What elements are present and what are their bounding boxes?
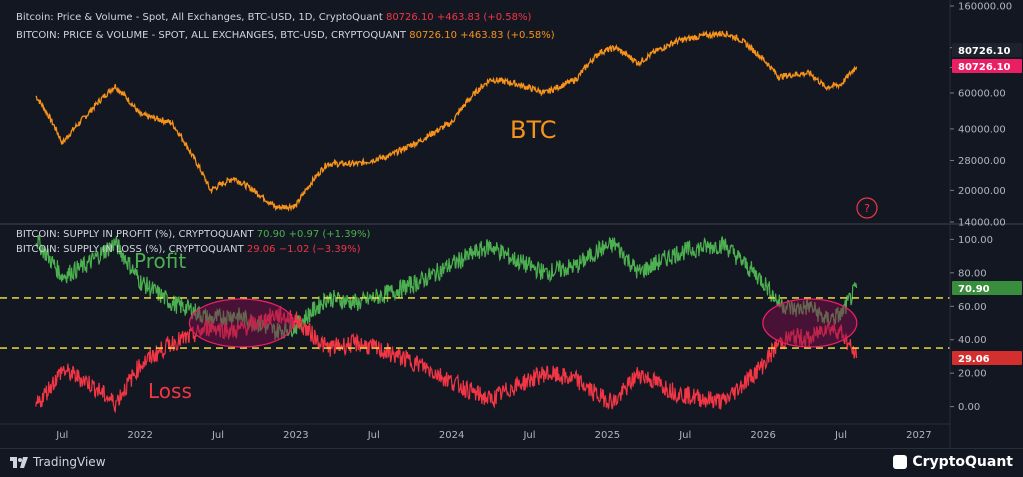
x-tick-label: Jul [678,430,691,441]
price-tag-upper-b-bg [952,59,1022,73]
profit-legend-value: 70.90 [256,229,286,240]
btc-annotation: BTC [510,116,556,144]
lower-y-tick-label: 80.00 [958,268,987,279]
price-tag-upper-b: 80726.10 [958,62,1011,73]
highlight-ellipse-2026 [762,298,858,348]
lower-y-tick-label: 100.00 [958,235,993,246]
tradingview-logo-icon [10,456,28,468]
upper-y-tick-label: 60000.00 [958,88,1006,99]
price-tag-loss-bg [952,351,1022,366]
lower-legend-loss: BITCOIN: SUPPLY IN LOSS (%), CRYPTOQUANT… [16,244,360,256]
loss-legend-change: −1.02 (−3.39%) [278,244,361,255]
btc-price-line [35,29,858,212]
upper-legend-line1: Bitcoin: Price & Volume - Spot, All Exch… [16,12,531,24]
footer-bar: TradingView CryptoQuant [0,448,1023,477]
x-tick-label: Jul [522,430,535,441]
x-tick-label: 2023 [283,430,308,441]
tradingview-brand[interactable]: TradingView [10,455,106,469]
cryptoquant-logo-icon [893,455,908,469]
price-tag-upper-a: 80726.10 [958,46,1011,57]
price-tag-profit-bg [952,281,1022,296]
x-tick-label: 2025 [595,430,620,441]
x-tick-label: Jul [55,430,68,441]
lower-legend-profit: BITCOIN: SUPPLY IN PROFIT (%), CRYPTOQUA… [16,229,370,241]
tradingview-label: TradingView [33,455,106,469]
x-tick-label: Jul [211,430,224,441]
loss-annotation: Loss [148,379,192,403]
question-icon-glyph: ? [864,202,870,215]
x-tick-label: 2022 [127,430,152,441]
upper-y-tick-label: 14000.00 [958,218,1006,229]
highlight-ellipse-2022 [188,298,295,348]
price-tag-loss: 29.06 [958,354,990,365]
upper-legend-price: 80726.10 [385,12,434,23]
upper-y-tick-label: 40000.00 [958,124,1006,135]
cryptoquant-label: CryptoQuant [912,454,1013,470]
loss-legend-title: BITCOIN: SUPPLY IN LOSS (%), CRYPTOQUANT [16,244,244,255]
upper-legend-price-2: 80726.10 [409,30,457,41]
profit-legend-title: BITCOIN: SUPPLY IN PROFIT (%), CRYPTOQUA… [16,229,254,240]
x-tick-label: 2026 [750,430,775,441]
upper-legend-change-2: +463.83 (+0.58%) [460,30,555,41]
x-tick-label: Jul [367,430,380,441]
price-tag-profit: 70.90 [958,284,990,295]
question-icon [856,197,878,219]
upper-legend-change: +463.83 (+0.58%) [436,12,532,23]
upper-legend-title: Bitcoin: Price & Volume - Spot, All Exch… [16,12,383,23]
lower-y-tick-label: 40.00 [958,335,987,346]
upper-legend-line2: BITCOIN: PRICE & VOLUME - SPOT, ALL EXCH… [16,30,555,42]
lower-y-tick-label: 60.00 [958,302,987,313]
profit-legend-change: +0.97 (+1.39%) [288,229,371,240]
x-tick-label: 2027 [906,430,931,441]
lower-y-tick-label: 0.00 [958,402,980,413]
lower-y-tick-label: 20.00 [958,369,987,380]
upper-y-tick-label: 28000.00 [958,156,1006,167]
x-tick-label: Jul [834,430,847,441]
upper-y-tick-label: 20000.00 [958,186,1006,197]
profit-annotation: Profit [134,249,186,273]
supply-in-profit-line [35,234,858,340]
loss-legend-value: 29.06 [246,244,276,255]
price-tag-upper-a-bg [952,43,1022,57]
supply-in-loss-line [35,305,858,414]
cryptoquant-brand[interactable]: CryptoQuant [893,454,1013,470]
upper-y-tick-label: 160000.00 [958,2,1012,13]
x-tick-label: 2024 [439,430,464,441]
upper-legend-title-2: BITCOIN: PRICE & VOLUME - SPOT, ALL EXCH… [16,30,407,41]
